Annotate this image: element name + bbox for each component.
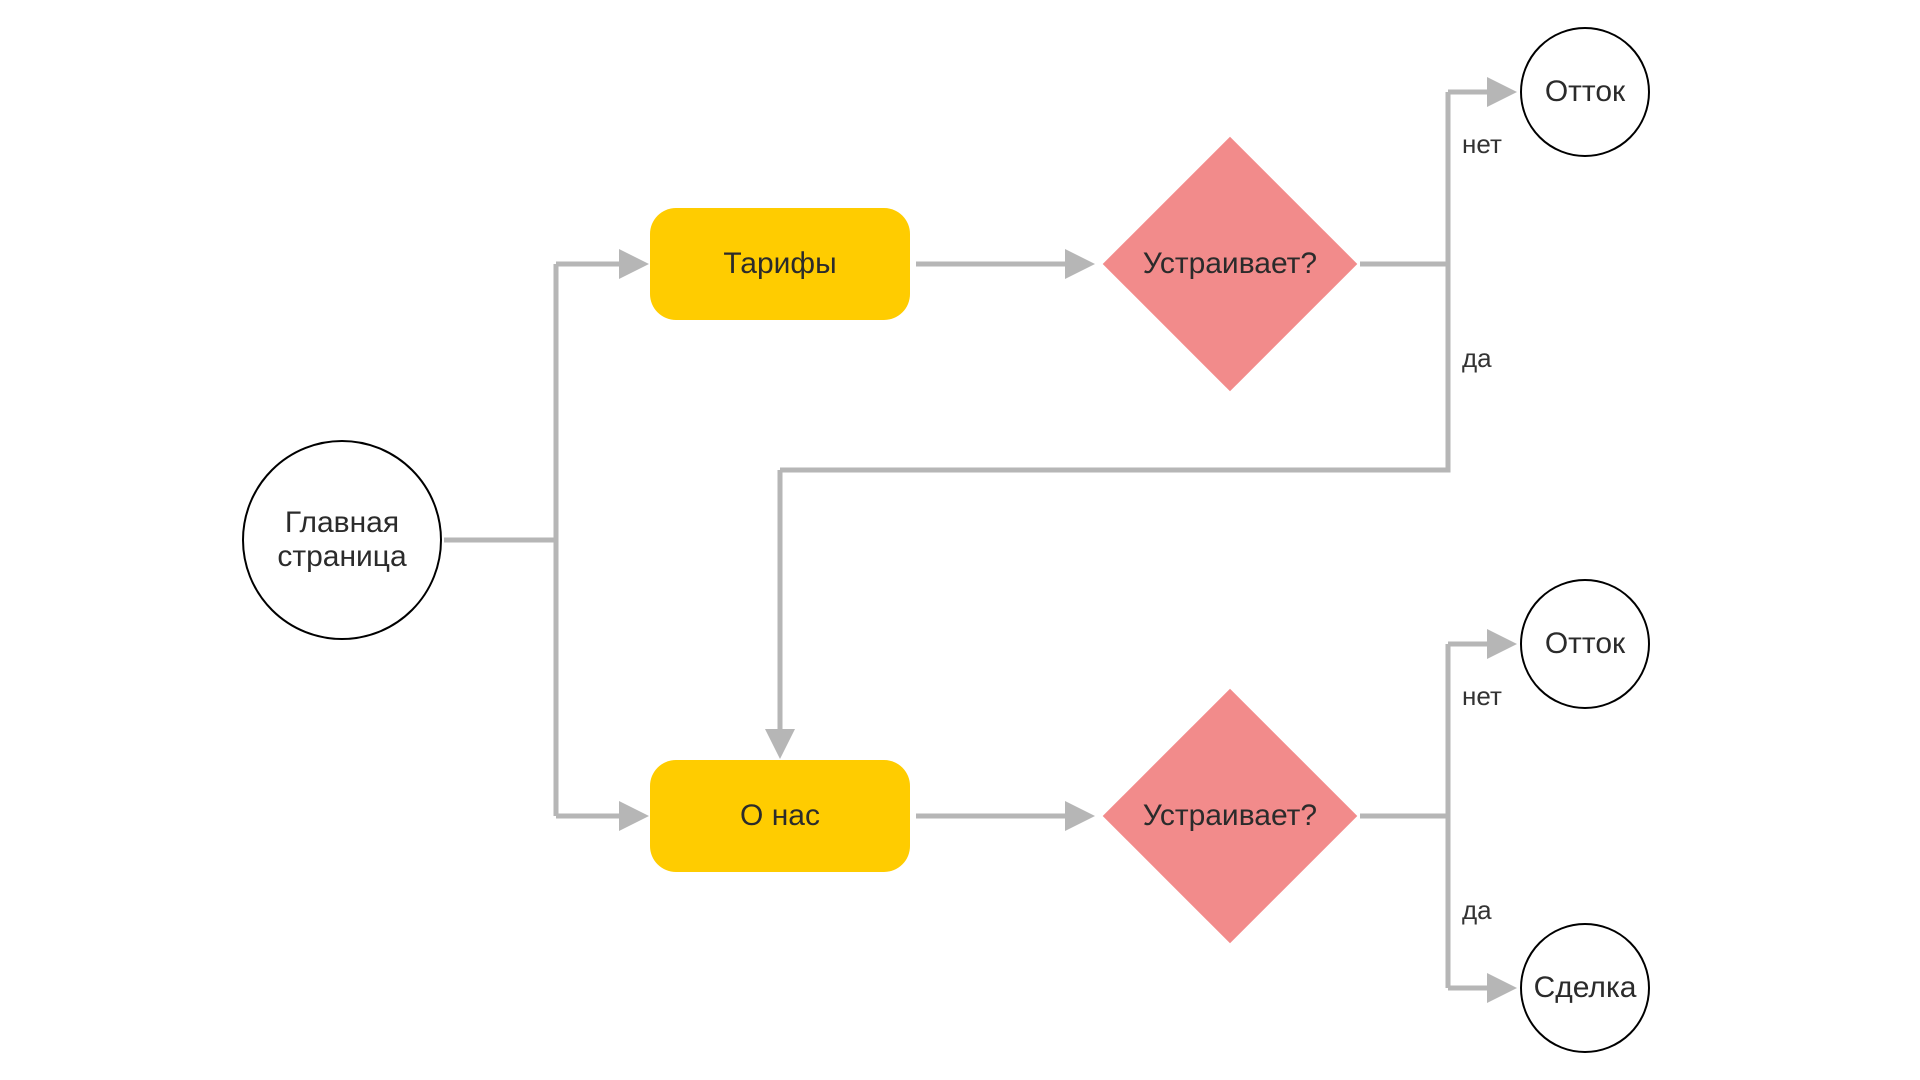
node-label: Устраивает? bbox=[1143, 247, 1317, 282]
node-label: Тарифы bbox=[723, 247, 836, 282]
node-label: Устраивает? bbox=[1143, 799, 1317, 834]
node-process-about: О нас bbox=[650, 760, 910, 872]
node-label: Сделка bbox=[1534, 971, 1637, 1006]
node-end-churn-1: Отток bbox=[1520, 27, 1650, 157]
node-label: Отток bbox=[1545, 75, 1625, 110]
edge-label-no-1: нет bbox=[1462, 129, 1502, 160]
node-label: Главнаястраница bbox=[277, 506, 406, 575]
node-label: Отток bbox=[1545, 627, 1625, 662]
node-label: О нас bbox=[740, 799, 820, 834]
node-end-churn-2: Отток bbox=[1520, 579, 1650, 709]
edge-start-branch-up bbox=[444, 264, 556, 540]
node-start-main-page: Главнаястраница bbox=[242, 440, 442, 640]
edge-label-yes-1: да bbox=[1462, 343, 1492, 374]
edge-label-yes-2: да bbox=[1462, 895, 1492, 926]
node-process-tariffs: Тарифы bbox=[650, 208, 910, 320]
edge-label-no-2: нет bbox=[1462, 681, 1502, 712]
node-end-deal: Сделка bbox=[1520, 923, 1650, 1053]
flowchart-canvas: Главнаястраница Тарифы О нас Устраивает?… bbox=[0, 0, 1920, 1080]
